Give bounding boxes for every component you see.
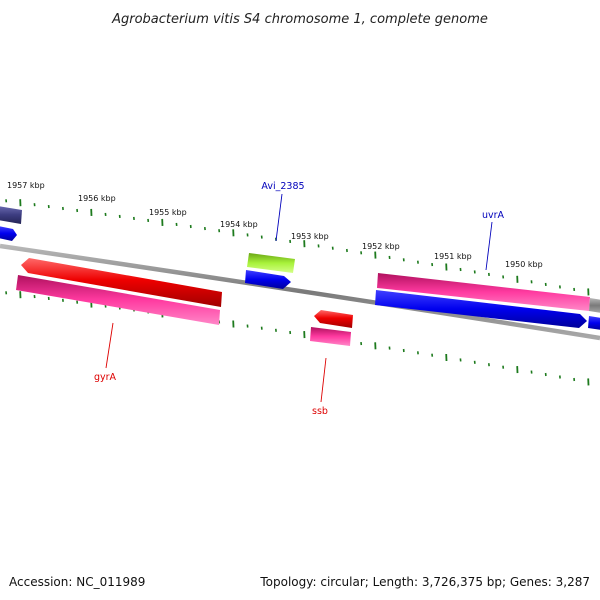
tick-label: 1953 kbp	[291, 232, 329, 241]
gene-avi-2385[interactable]	[247, 253, 295, 273]
genome-map: Agrobacterium vitis S4 chromosome 1, com…	[0, 0, 600, 600]
tick-label: 1956 kbp	[78, 194, 116, 203]
gene-label-gyra[interactable]: gyrA	[94, 372, 117, 383]
gene-label-avi-2385[interactable]: Avi_2385	[261, 181, 304, 192]
gene-feature[interactable]	[245, 270, 291, 289]
gene-ssb[interactable]	[314, 310, 353, 328]
accession-text: Accession: NC_011989	[9, 575, 145, 589]
map-title: Agrobacterium vitis S4 chromosome 1, com…	[111, 12, 488, 27]
tick-label: 1952 kbp	[362, 242, 400, 251]
gene-feature[interactable]	[588, 316, 600, 330]
tick-label: 1957 kbp	[7, 181, 45, 190]
gene-label-ssb[interactable]: ssb	[312, 406, 328, 417]
gene-label-uvra[interactable]: uvrA	[482, 210, 505, 221]
tick-labels: 1957 kbp 1956 kbp 1955 kbp 1954 kbp 1953…	[7, 181, 543, 269]
tick-label: 1951 kbp	[434, 252, 472, 261]
gene-feature[interactable]	[589, 298, 600, 313]
tick-label: 1954 kbp	[220, 220, 258, 229]
gene-feature[interactable]	[0, 226, 17, 241]
gene-feature[interactable]	[310, 327, 351, 346]
gene-feature[interactable]	[0, 206, 22, 224]
genome-summary-text: Topology: circular; Length: 3,726,375 bp…	[259, 575, 590, 589]
tick-label: 1950 kbp	[505, 260, 543, 269]
tick-label: 1955 kbp	[149, 208, 187, 217]
